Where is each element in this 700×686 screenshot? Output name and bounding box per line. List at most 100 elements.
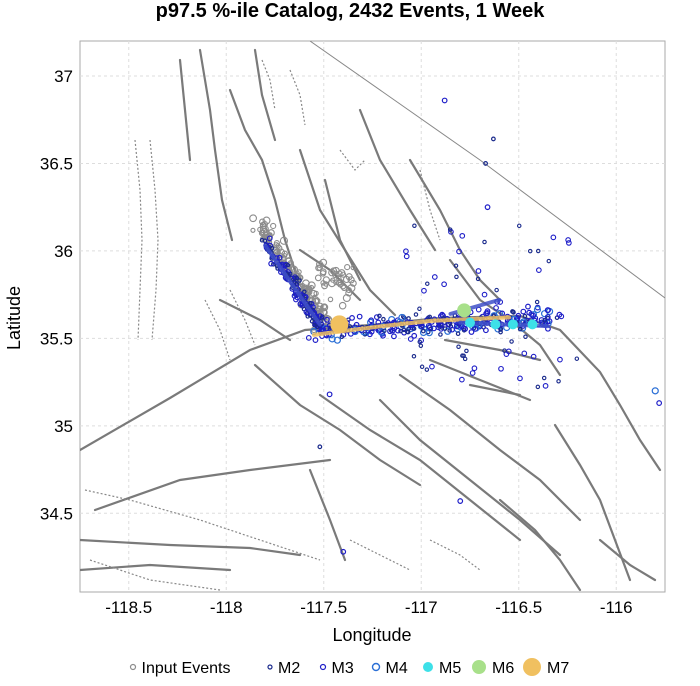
event-marker-m3 <box>449 326 455 333</box>
event-marker-m3 <box>453 323 460 330</box>
event-marker-m3 <box>525 303 531 310</box>
input-event-marker <box>261 234 267 239</box>
event-marker-m2 <box>534 299 540 305</box>
input-event-marker <box>341 284 348 292</box>
event-marker-m2 <box>309 318 315 324</box>
input-event-marker <box>338 269 346 277</box>
event-marker-m3 <box>268 260 275 267</box>
input-event-marker <box>309 289 318 298</box>
fault-zone-dotted-5 <box>204 299 231 361</box>
event-marker-m2 <box>535 248 541 254</box>
event-marker-m3 <box>520 308 527 315</box>
event-marker-m3 <box>324 316 330 323</box>
fault-line-eureka <box>498 498 582 592</box>
event-marker-m2 <box>377 313 382 319</box>
event-marker-m3 <box>438 322 445 329</box>
input-event-marker <box>319 270 327 277</box>
y-tick-label: 36.5 <box>40 154 73 173</box>
event-marker-m3 <box>472 326 479 332</box>
event-marker-m2 <box>438 332 443 337</box>
fault-line-pinto <box>553 423 632 582</box>
input-event-marker <box>262 216 271 225</box>
fault-zone-dotted-10 <box>429 539 481 571</box>
event-marker-m2 <box>541 375 547 381</box>
event-marker-isolated <box>483 161 489 166</box>
y-tick-label: 35 <box>54 417 73 436</box>
event-marker-m4 <box>533 305 542 314</box>
large-event-m5 <box>507 319 518 330</box>
event-marker-m3 <box>471 365 478 372</box>
event-marker-m2 <box>535 384 541 390</box>
event-marker-m3 <box>448 228 454 235</box>
y-tick-label: 36 <box>54 242 73 261</box>
event-marker-m3 <box>558 313 565 320</box>
fault-line-deathvalley <box>358 108 437 252</box>
input-event-marker <box>261 225 269 233</box>
large-event-m5 <box>490 319 501 330</box>
event-marker-m3 <box>276 254 283 261</box>
event-marker-m3 <box>356 313 363 320</box>
input-event-marker <box>250 227 256 233</box>
event-marker-m2 <box>417 339 423 345</box>
event-marker-m3 <box>411 332 418 339</box>
event-marker-m3 <box>557 356 563 363</box>
y-tick-label: 37 <box>54 67 73 86</box>
legend-marker-m2 <box>267 664 273 670</box>
event-marker-isolated <box>656 400 663 406</box>
event-marker-m3 <box>566 240 572 246</box>
legend-marker-m7 <box>523 658 541 676</box>
fault-line-southeast <box>598 538 657 582</box>
event-marker-m2 <box>509 339 514 344</box>
event-marker-m3 <box>565 237 571 243</box>
x-axis-ticks: -118.5 -118 -117.5 -117 -116.5 -116 <box>105 598 632 617</box>
event-marker-m3 <box>293 296 299 303</box>
event-marker-isolated <box>340 548 347 555</box>
event-marker-m3 <box>407 336 414 342</box>
fault-zone-dotted-1 <box>134 139 143 341</box>
legend-label: M4 <box>386 660 408 677</box>
event-marker-m3 <box>544 307 551 314</box>
event-marker-m2 <box>523 334 528 340</box>
y-tick-label: 34.5 <box>40 504 73 523</box>
event-marker-m2 <box>411 353 417 359</box>
event-marker-m2 <box>294 275 300 281</box>
event-marker-m3 <box>391 333 397 340</box>
event-marker-m2 <box>502 348 507 353</box>
event-marker-m4 <box>367 318 375 326</box>
event-marker-m3 <box>421 287 427 294</box>
event-marker-m2 <box>546 258 552 264</box>
input-event-marker <box>305 285 313 293</box>
input-event-marker <box>289 265 299 274</box>
event-marker-m2 <box>522 313 528 319</box>
event-marker-m3 <box>550 234 557 241</box>
input-event-marker <box>342 275 351 284</box>
input-event-marker <box>319 258 328 267</box>
event-marker-m3 <box>469 370 476 376</box>
input-event-marker <box>321 304 329 312</box>
event-marker-isolated <box>457 498 464 504</box>
fault-zone-dotted-6 <box>229 289 256 346</box>
event-marker-m2 <box>425 281 430 286</box>
event-marker-m2 <box>556 379 561 384</box>
x-axis-label: Longitude <box>332 625 411 645</box>
event-marker-m3 <box>426 324 433 331</box>
event-marker-m2 <box>427 314 433 320</box>
fault-line-mojave-1 <box>253 363 422 487</box>
input-event-marker <box>333 279 339 286</box>
event-marker-m4 <box>333 336 341 344</box>
event-marker-m2 <box>339 334 345 340</box>
event-marker-m2 <box>406 326 411 332</box>
input-event-marker <box>344 264 351 271</box>
event-marker-m3 <box>440 312 446 319</box>
legend-marker-m3 <box>319 663 327 671</box>
rupture-trace-nw <box>263 243 322 327</box>
event-marker-m2 <box>456 344 461 349</box>
event-marker-m3 <box>498 365 504 372</box>
large-event-m7 <box>330 315 349 334</box>
event-marker-m2 <box>447 227 453 232</box>
event-marker-m2 <box>259 237 265 243</box>
large-event-m6 <box>457 303 472 318</box>
event-marker-m3 <box>459 232 466 239</box>
x-tick-label: -117.5 <box>300 598 347 617</box>
